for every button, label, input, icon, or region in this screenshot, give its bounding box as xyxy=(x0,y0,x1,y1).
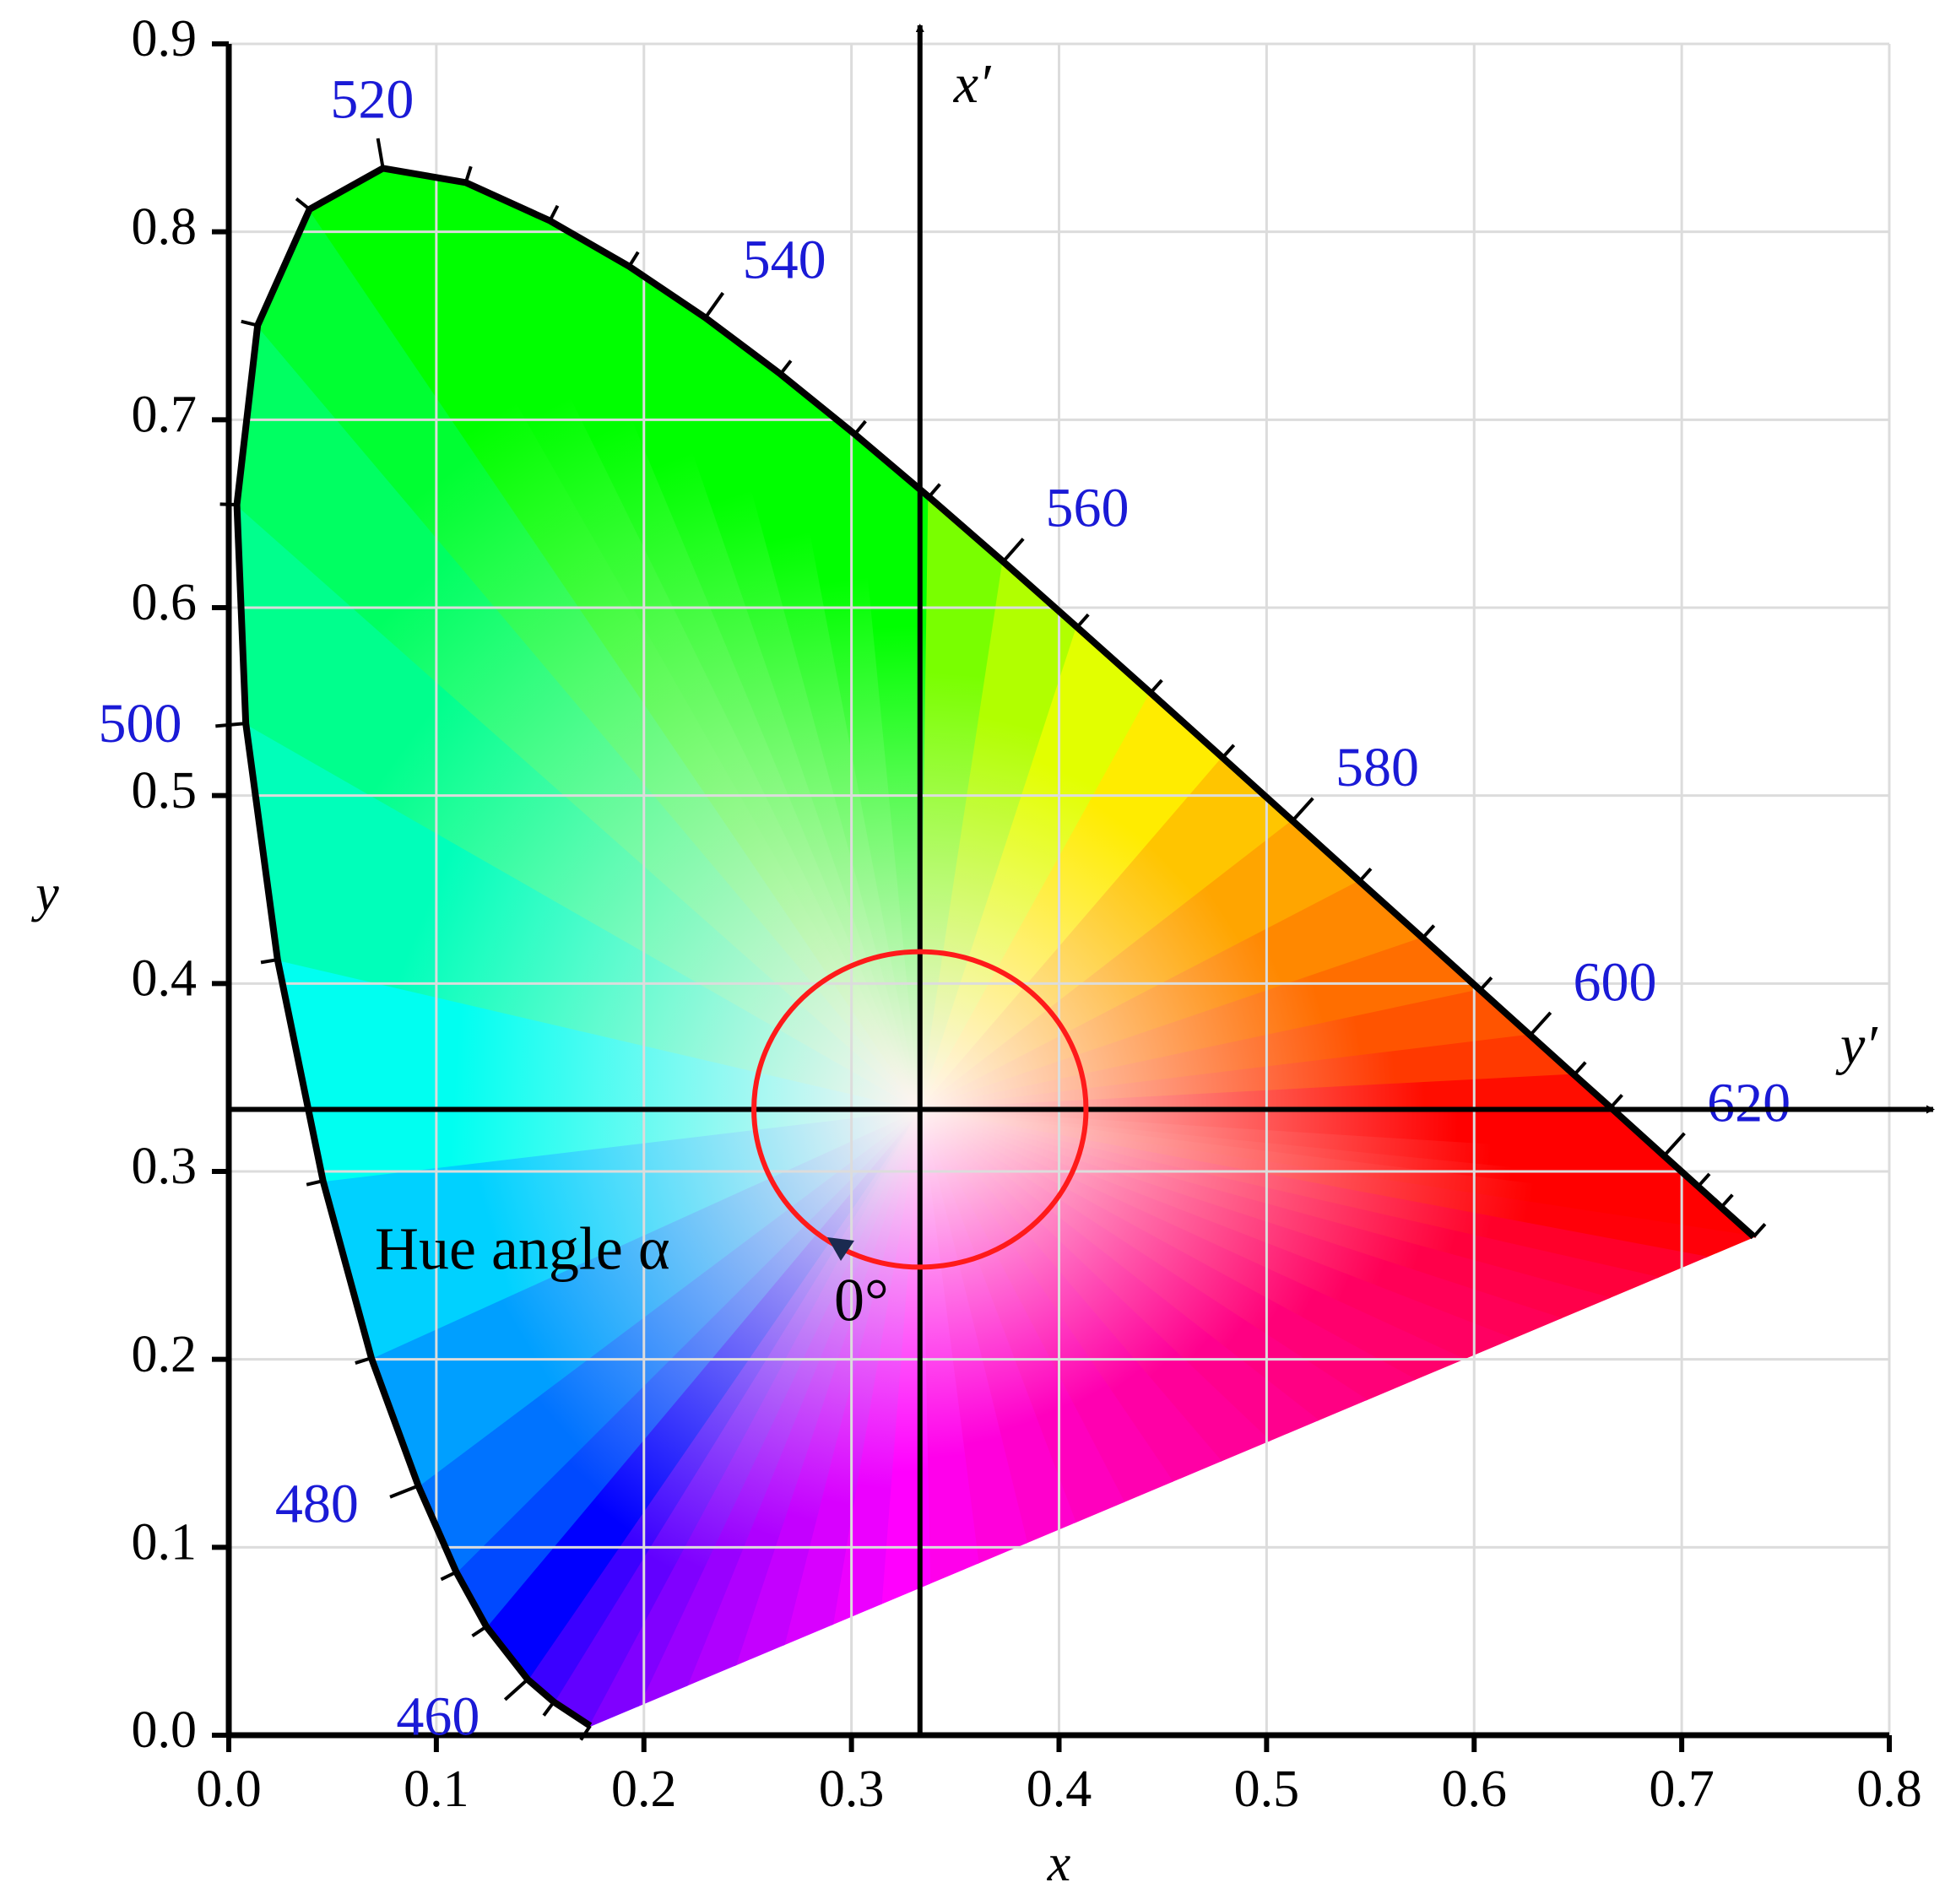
x-tick-label: 0.2 xyxy=(611,1761,677,1818)
x-tick-label: 0.7 xyxy=(1649,1761,1715,1818)
wavelength-tick xyxy=(241,319,258,327)
wavelength-tick xyxy=(389,1484,420,1499)
x-tick-label: 0.4 xyxy=(1027,1761,1092,1818)
y-axis-label: y xyxy=(30,865,59,922)
y-tick-label: 0.0 xyxy=(132,1701,198,1759)
wavelength-tick xyxy=(1291,797,1314,822)
wavelength-tick xyxy=(1662,1132,1686,1157)
x-tick-label: 0.0 xyxy=(196,1761,262,1818)
wavelength-label: 460 xyxy=(396,1686,479,1748)
x-prime-label: x′ xyxy=(953,53,992,115)
wavelength-tick xyxy=(1697,1172,1711,1188)
wavelength-tick xyxy=(703,291,725,319)
wavelength-label: 480 xyxy=(275,1474,359,1535)
wavelength-tick xyxy=(1221,744,1236,760)
wavelength-tick xyxy=(463,165,473,183)
y-prime-label: y′ xyxy=(1835,1014,1878,1076)
plot: 0.0 0.1 0.2 0.3 0.4 0.5 0.6 0.7 0.8 0.0 0.1 0.2 0.3 0… xyxy=(30,10,1935,1892)
wavelength-label: 560 xyxy=(1046,478,1130,539)
wavelength-tick xyxy=(1720,1193,1734,1209)
x-tick-label: 0.8 xyxy=(1856,1761,1922,1818)
wavelength-tick xyxy=(295,197,311,211)
wavelength-tick xyxy=(306,1179,324,1187)
y-tick-label: 0.8 xyxy=(132,198,198,256)
gamut xyxy=(236,167,1758,1728)
wavelength-tick xyxy=(579,1724,592,1741)
wavelength-tick xyxy=(260,958,279,965)
wavelength-label: 580 xyxy=(1335,737,1419,798)
wavelength-label: 520 xyxy=(330,69,414,131)
wavelength-tick xyxy=(503,1678,529,1701)
y-tick-label: 0.3 xyxy=(132,1138,198,1195)
wavelength-tick xyxy=(219,502,237,506)
wavelength-tick xyxy=(1421,924,1436,939)
wavelength-tick xyxy=(548,204,560,222)
y-tick-label: 0.5 xyxy=(132,762,198,819)
y-tick-label: 0.9 xyxy=(132,10,198,68)
wavelength-tick xyxy=(853,419,867,435)
x-tick-label: 0.1 xyxy=(404,1761,469,1818)
wavelength-tick xyxy=(376,138,385,169)
wavelength-tick xyxy=(440,1570,458,1582)
hue-arrow xyxy=(827,1237,854,1261)
wavelength-tick xyxy=(778,360,793,376)
wavelength-tick xyxy=(1075,613,1090,629)
wavelength-tick xyxy=(1001,538,1025,563)
x-axis-label: x xyxy=(1047,1835,1071,1892)
wavelength-tick xyxy=(1149,679,1163,695)
wavelength-tick xyxy=(215,722,247,728)
y-tick-label: 0.6 xyxy=(132,574,198,631)
wavelength-label: 600 xyxy=(1574,951,1657,1013)
wavelength-label: 620 xyxy=(1707,1072,1791,1133)
wavelength-label: 500 xyxy=(98,693,181,755)
zero-label: 0° xyxy=(834,1267,889,1334)
y-tick-label: 0.1 xyxy=(132,1514,198,1571)
wavelength-tick xyxy=(1752,1223,1767,1238)
gamut-fill xyxy=(588,1109,921,1728)
wavelength-tick xyxy=(1358,868,1373,883)
hue-label: Hue angle α xyxy=(375,1215,670,1283)
hue-circle xyxy=(751,949,1089,1270)
wavelength-label: 540 xyxy=(743,230,826,291)
wavelength-tick xyxy=(1478,976,1493,992)
x-tick-label: 0.6 xyxy=(1442,1761,1508,1818)
wavelength-tick xyxy=(927,483,941,499)
wavelength-tick xyxy=(627,251,640,268)
spectral-locus xyxy=(233,165,1757,1729)
x-tick-label: 0.3 xyxy=(819,1761,885,1818)
x-tick-label: 0.5 xyxy=(1234,1761,1300,1818)
wavelength-tick xyxy=(542,1701,555,1717)
wavelength-tick xyxy=(471,1625,488,1638)
wavelength-tick xyxy=(1609,1094,1623,1109)
wavelength-tick xyxy=(1573,1061,1587,1076)
y-tick-label: 0.4 xyxy=(132,950,198,1008)
wavelength-tick xyxy=(1529,1011,1552,1036)
y-tick-label: 0.7 xyxy=(132,387,198,444)
y-tick-label: 0.2 xyxy=(132,1326,198,1383)
wavelength-tick xyxy=(355,1356,372,1365)
